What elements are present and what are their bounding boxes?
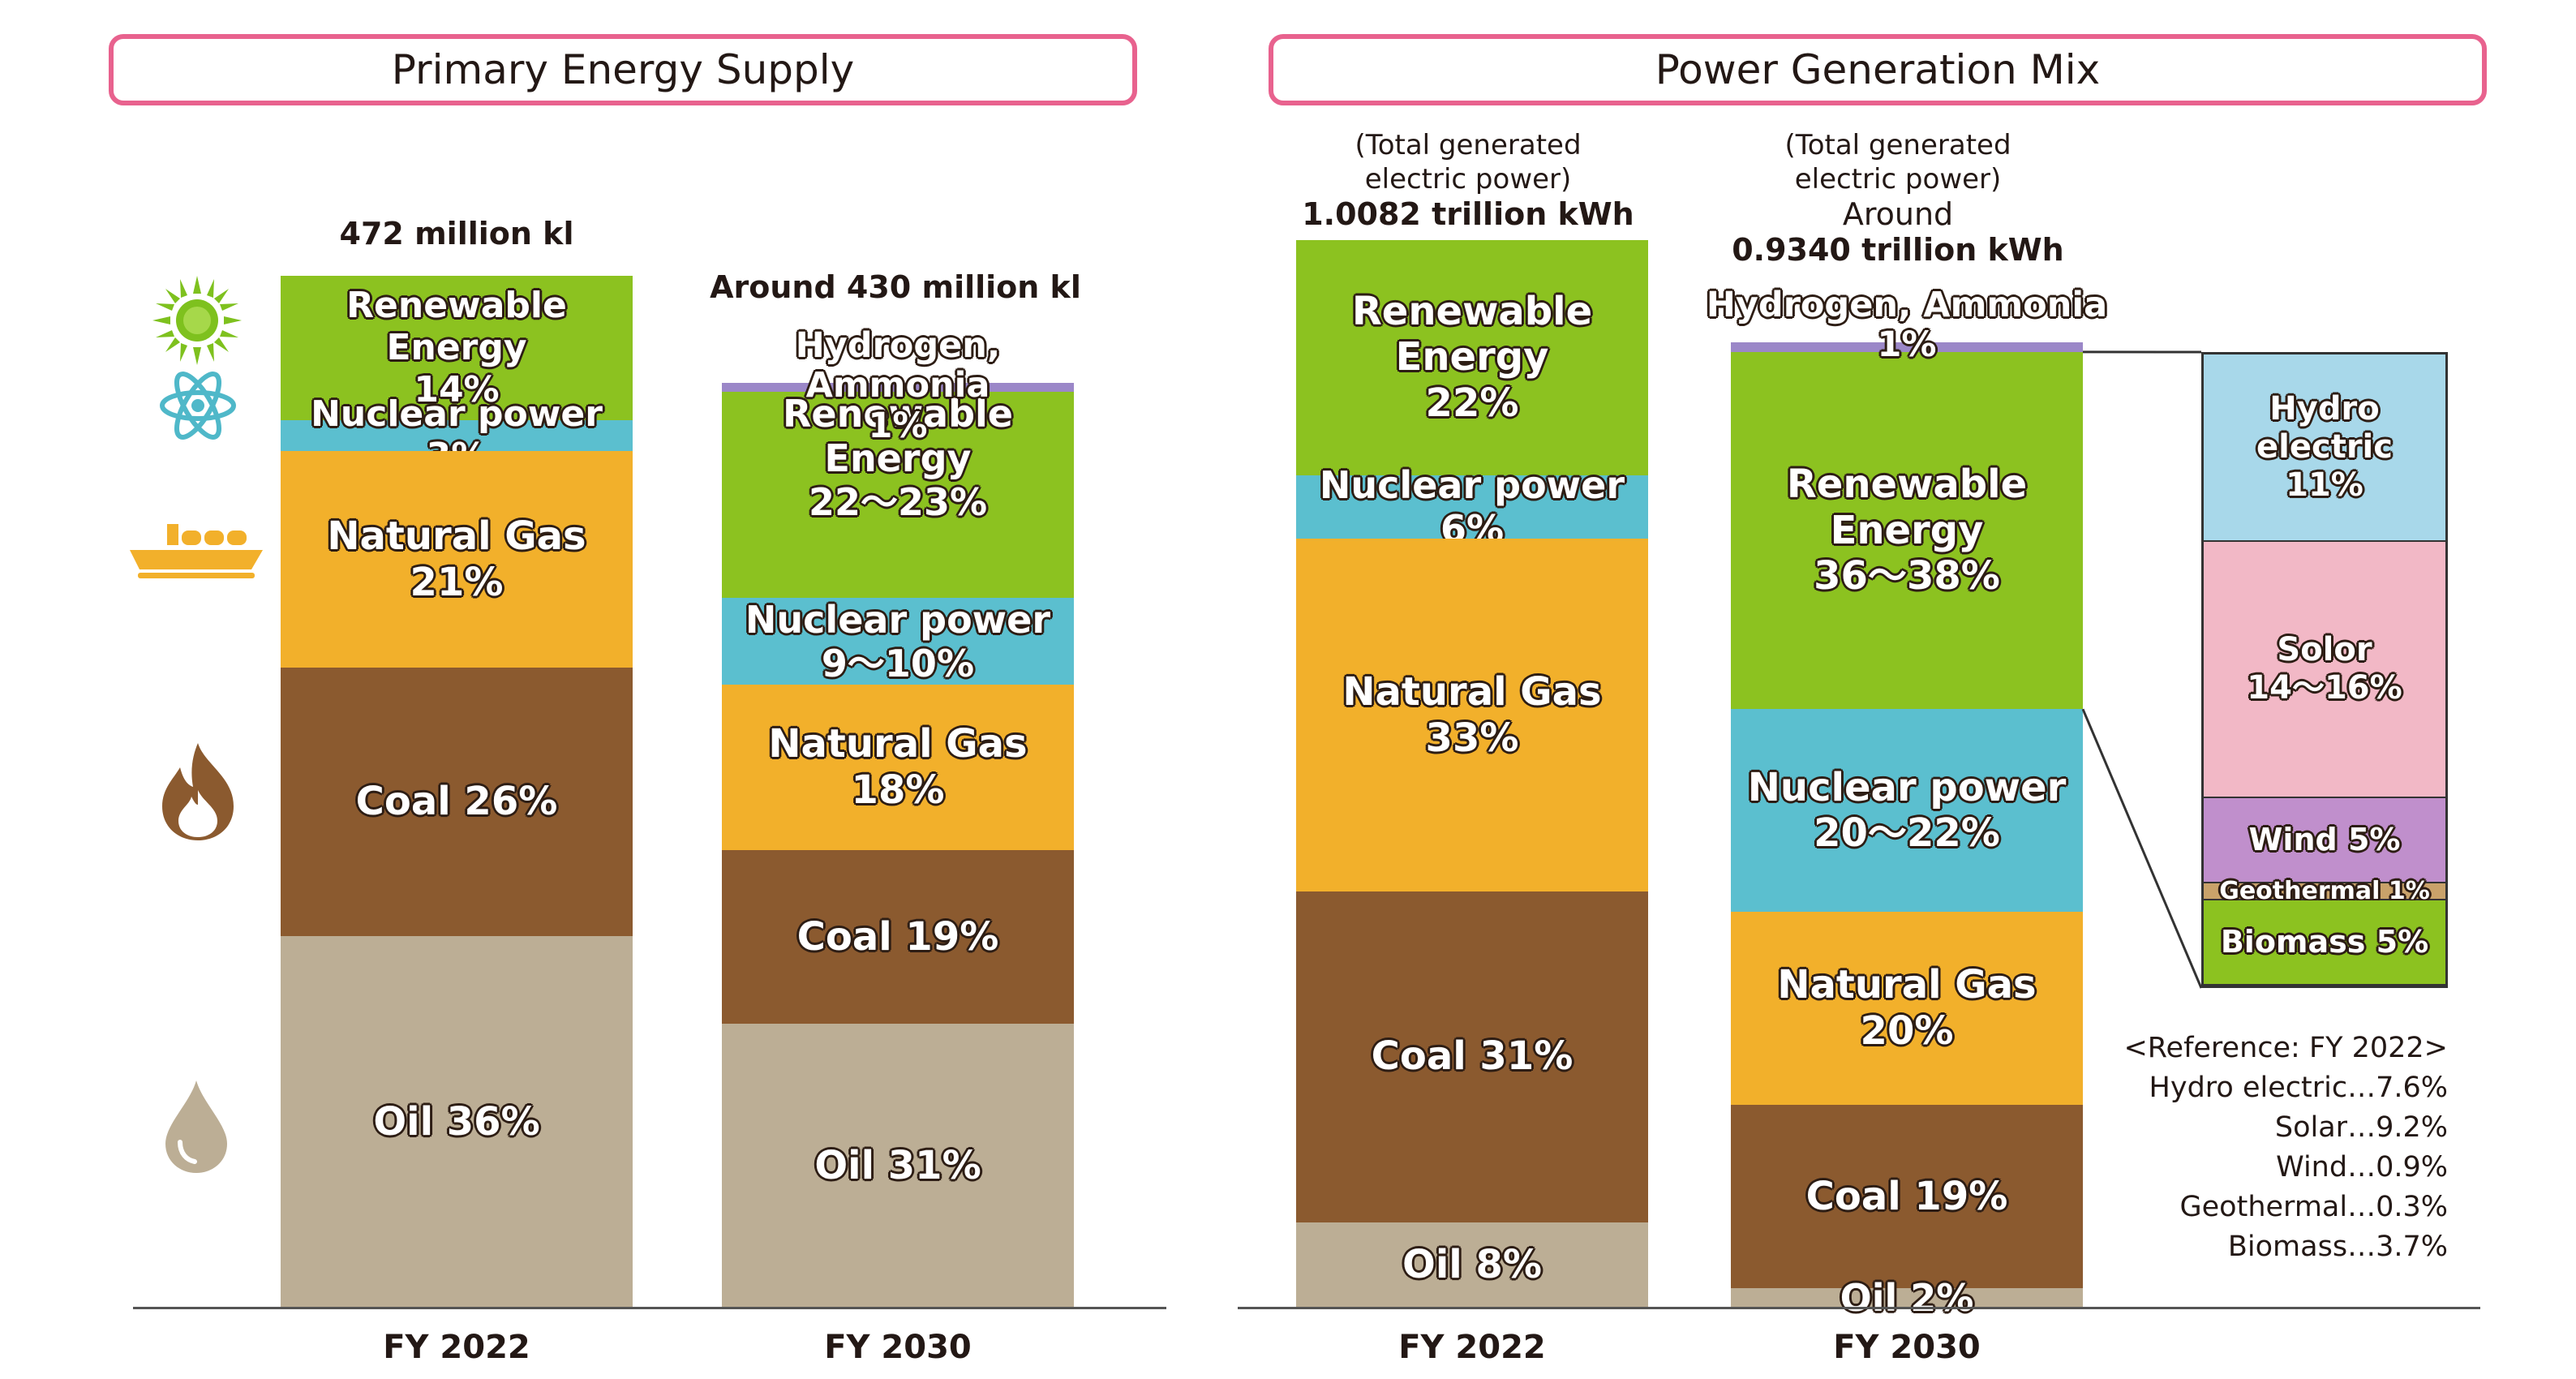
power-fy2030-bar: Renewable Energy 36～38% Nuclear power 20～… <box>1731 342 2083 1320</box>
power-fy2022-bar: Renewable Energy 22% Nuclear power 6% Natu… <box>1296 240 1648 1308</box>
primary-hydrogen-label: Hydrogen, Ammonia 1% <box>795 325 1001 446</box>
seg-nuclear: Nuclear power 20～22% <box>1731 709 2083 913</box>
atom-icon <box>160 372 236 440</box>
primary-energy-title: Primary Energy Supply <box>109 34 1137 105</box>
seg-wind: Wind 5% <box>2204 797 2445 883</box>
seg-coal: Coal 26% <box>281 668 633 937</box>
seg-nuclear: Nuclear power 9～10% <box>722 598 1074 685</box>
flame-icon <box>162 743 234 840</box>
reference-item-wind: Wind…0.9% <box>2276 1151 2448 1184</box>
power-fy2030-total: (Total generated electric power) Around … <box>1732 129 2064 268</box>
primary-fy2022-total: 472 million kl <box>339 216 574 251</box>
reference-item-hydro: Hydro electric…7.6% <box>2149 1072 2448 1104</box>
seg-hydro-electric: Hydro electric 11% <box>2204 354 2445 543</box>
primary-fy2022-label: FY 2022 <box>383 1329 530 1366</box>
seg-renewable: Renewable Energy 14% <box>281 276 633 421</box>
seg-coal: Coal 19% <box>1731 1105 2083 1289</box>
power-fy2030-label: FY 2030 <box>1833 1329 1981 1366</box>
sun-icon <box>152 276 242 365</box>
reference-item-solar: Solar…9.2% <box>2274 1111 2448 1144</box>
reference-note: <Reference: FY 2022> Hydro electric…7.6%… <box>2076 1029 2448 1267</box>
primary-baseline <box>133 1307 1166 1309</box>
power-baseline <box>1238 1307 2480 1309</box>
seg-oil: Oil 8% <box>1296 1222 1648 1308</box>
seg-solar: Solor 14～16% <box>2204 542 2445 798</box>
oil-drop-icon <box>165 1080 227 1173</box>
seg-renewable: Renewable Energy 36～38% <box>1731 351 2083 710</box>
reference-item-biomass: Biomass…3.7% <box>2227 1231 2448 1263</box>
seg-hydrogen-ammonia <box>1731 342 2083 352</box>
power-fy2022-total: (Total generated electric power) 1.0082 … <box>1302 129 1634 232</box>
power-fy2022-label: FY 2022 <box>1398 1329 1546 1366</box>
seg-oil: Oil 36% <box>281 936 633 1308</box>
primary-fy2030-bar: Renewable Energy 22～23% Nuclear power 9～1… <box>722 383 1074 1308</box>
seg-biomass: Biomass 5% <box>2204 900 2445 986</box>
reference-title: <Reference: FY 2022> <box>2123 1032 2448 1064</box>
seg-oil: Oil 31% <box>722 1024 1074 1308</box>
seg-natural-gas: Natural Gas 20% <box>1731 912 2083 1106</box>
renewable-breakdown-bar: Hydro electric 11% Solor 14～16% Wind 5% Geo… <box>2201 352 2448 988</box>
seg-coal: Coal 19% <box>722 849 1074 1025</box>
seg-renewable: Renewable Energy 22% <box>1296 240 1648 475</box>
lng-tanker-icon <box>130 524 263 578</box>
primary-fy2030-total: Around 430 million kl <box>710 269 1081 305</box>
seg-geothermal: Geothermal 1% <box>2204 877 2445 905</box>
primary-fy2030-label: FY 2030 <box>824 1329 972 1366</box>
seg-renewable: Renewable Energy 22～23% <box>722 392 1074 599</box>
seg-natural-gas: Natural Gas 18% <box>722 685 1074 850</box>
primary-fy2022-bar: Renewable Energy 14%Nuclear power 3%Natu… <box>281 276 633 1308</box>
power-hydrogen-label: Hydrogen, Ammonia 1% <box>1706 285 2108 366</box>
seg-coal: Coal 31% <box>1296 891 1648 1222</box>
seg-natural-gas: Natural Gas 21% <box>281 451 633 668</box>
power-generation-title: Power Generation Mix <box>1269 34 2487 105</box>
seg-hydrogen-ammonia <box>722 383 1074 393</box>
reference-item-geothermal: Geothermal…0.3% <box>2179 1191 2448 1223</box>
seg-natural-gas: Natural Gas 33% <box>1296 539 1648 891</box>
